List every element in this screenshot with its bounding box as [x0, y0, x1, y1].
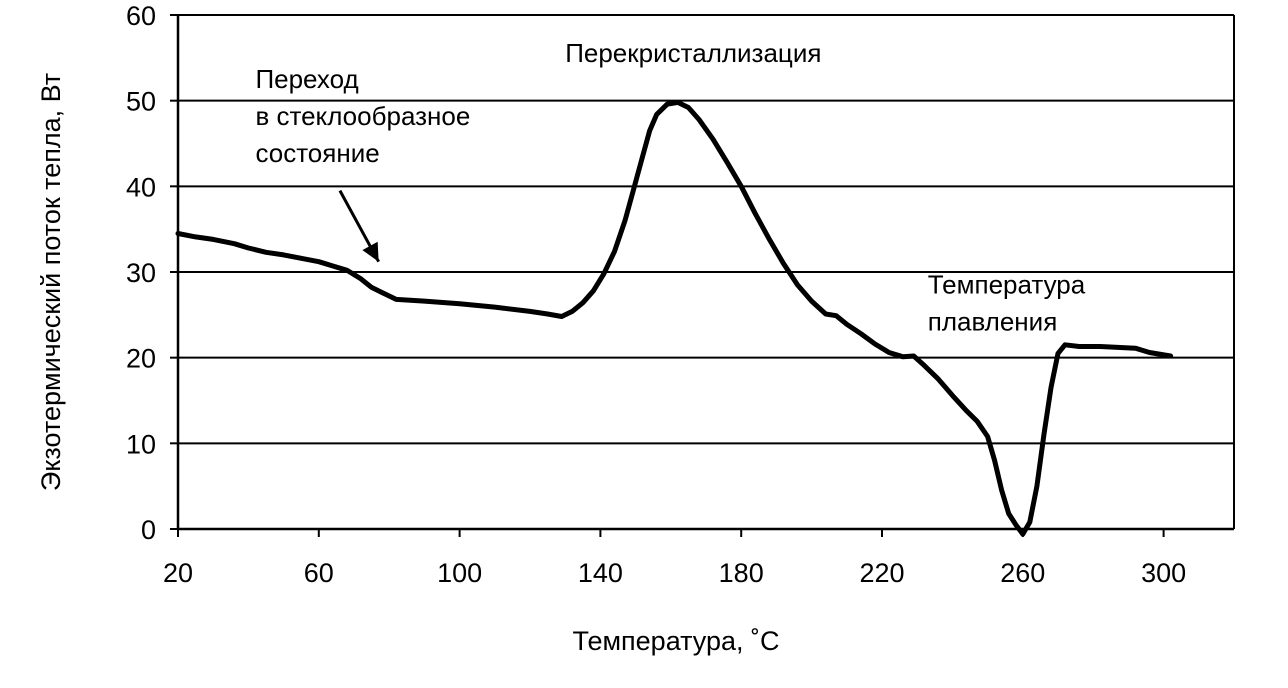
annotation-arrow-head — [362, 241, 379, 262]
annotations: Переход в стеклообразное состояние Перекрис… — [255, 38, 1085, 336]
x-axis-title: Температура, ˚С — [572, 626, 779, 656]
annotation-0-line-0: Переход — [255, 64, 358, 94]
series-line-0 — [175, 99, 1174, 537]
tick-label-x-100: 100 — [437, 558, 482, 588]
tick-label-x-300: 300 — [1141, 558, 1186, 588]
series-group — [175, 99, 1174, 537]
annotation-2-line-0: Температура — [928, 269, 1086, 299]
tick-label-y-30: 30 — [126, 258, 156, 288]
annotation-0-line-2: состояние — [255, 138, 379, 168]
annotation-0-line-1: в стеклообразное — [255, 101, 470, 131]
tick-label-x-180: 180 — [719, 558, 764, 588]
tick-label-y-20: 20 — [126, 344, 156, 374]
tick-label-x-220: 220 — [859, 558, 904, 588]
annotation-1-line-0: Перекристаллизация — [565, 38, 821, 68]
tick-label-y-0: 0 — [141, 515, 156, 545]
annotation-2: Температура плавления — [928, 269, 1086, 336]
tick-label-y-60: 60 — [126, 1, 156, 31]
tick-label-x-260: 260 — [1000, 558, 1045, 588]
annotation-1: Перекристаллизация — [565, 38, 821, 68]
tick-label-y-40: 40 — [126, 172, 156, 202]
annotation-2-line-1: плавления — [928, 306, 1058, 336]
tick-label-x-140: 140 — [578, 558, 623, 588]
tick-label-x-60: 60 — [304, 558, 334, 588]
ticks: 0 10 20 30 40 50 60 20 60 100 140 180 220 260 300 — [126, 1, 1186, 588]
tick-label-x-20: 20 — [163, 558, 193, 588]
tick-label-y-10: 10 — [126, 429, 156, 459]
tick-label-y-50: 50 — [126, 87, 156, 117]
y-axis-title: Экзотермический поток тепла, Вт — [36, 73, 66, 491]
annotation-0: Переход в стеклообразное состояние — [255, 64, 470, 168]
